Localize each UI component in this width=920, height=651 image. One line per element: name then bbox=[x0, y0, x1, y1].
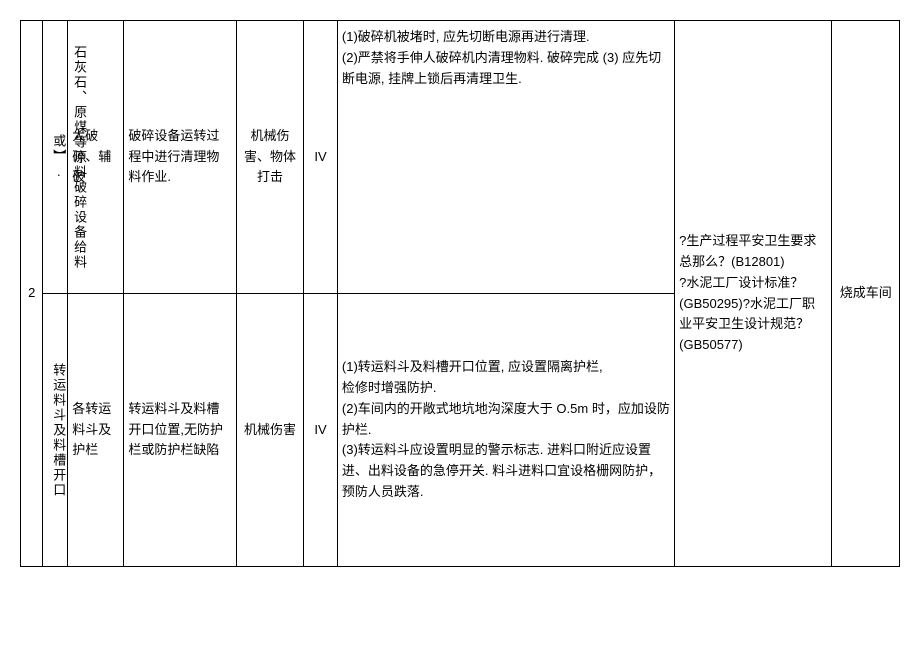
cell-measure1: (1)破碎机被堵时, 应先切断电源再进行清理. (2)严禁将手伸人破碎机内清理物… bbox=[337, 21, 674, 294]
cell-sub2: 各转运料斗及护栏 bbox=[68, 294, 124, 567]
cell-index: 2 bbox=[21, 21, 43, 567]
cell-desc1: 破碎设备运转过程中进行清理物料作业. bbox=[124, 21, 236, 294]
level2-text: IV bbox=[314, 422, 326, 437]
cell-standard: ?生产过程平安卫生要求总那么？(B12801) ?水泥工厂设计标准？(GB502… bbox=[675, 21, 832, 567]
cell-level1: IV bbox=[304, 21, 338, 294]
desc2-text: 转运料斗及料槽开口位置,无防护栏或防护栏缺陷 bbox=[128, 401, 223, 458]
cell-harm2: 机械伤害 bbox=[236, 294, 303, 567]
dept-text: 烧成车间 bbox=[840, 285, 892, 300]
sub1-text: 大破碎、辅破 bbox=[72, 128, 111, 185]
cell-measure2: (1)转运料斗及料槽开口位置, 应设置隔离护栏, 检修时增强防护. (2)车间内… bbox=[337, 294, 674, 567]
measure1-text: (1)破碎机被堵时, 应先切断电源再进行清理. (2)严禁将手伸人破碎机内清理物… bbox=[342, 27, 670, 89]
cell-category1: 石灰石、原煤等原料破碎设备给料或】. bbox=[43, 21, 68, 294]
desc1-text: 破碎设备运转过程中进行清理物料作业. bbox=[128, 128, 219, 185]
level1-text: IV bbox=[314, 149, 326, 164]
harm2-text: 机械伤害 bbox=[244, 422, 296, 437]
measure2-text: (1)转运料斗及料槽开口位置, 应设置隔离护栏, 检修时增强防护. (2)车间内… bbox=[342, 357, 670, 503]
table-row: 2 石灰石、原煤等原料破碎设备给料或】. 大破碎、辅破 破碎设备运转过程中进行清… bbox=[21, 21, 900, 294]
cell-dept: 烧成车间 bbox=[832, 21, 900, 567]
standard-text: ?生产过程平安卫生要求总那么？(B12801) ?水泥工厂设计标准？(GB502… bbox=[679, 231, 827, 356]
cell-desc2: 转运料斗及料槽开口位置,无防护栏或防护栏缺陷 bbox=[124, 294, 236, 567]
index-text: 2 bbox=[28, 285, 35, 300]
risk-table: 2 石灰石、原煤等原料破碎设备给料或】. 大破碎、辅破 破碎设备运转过程中进行清… bbox=[20, 20, 900, 567]
sub2-text: 各转运料斗及护栏 bbox=[72, 401, 111, 458]
harm1-text: 机械伤害、物体打击 bbox=[244, 128, 296, 185]
cell-harm1: 机械伤害、物体打击 bbox=[236, 21, 303, 294]
cell-category2: 转运料斗及料槽开口 bbox=[43, 294, 68, 567]
cell-level2: IV bbox=[304, 294, 338, 567]
category2-text: 转运料斗及料槽开口 bbox=[47, 300, 68, 560]
